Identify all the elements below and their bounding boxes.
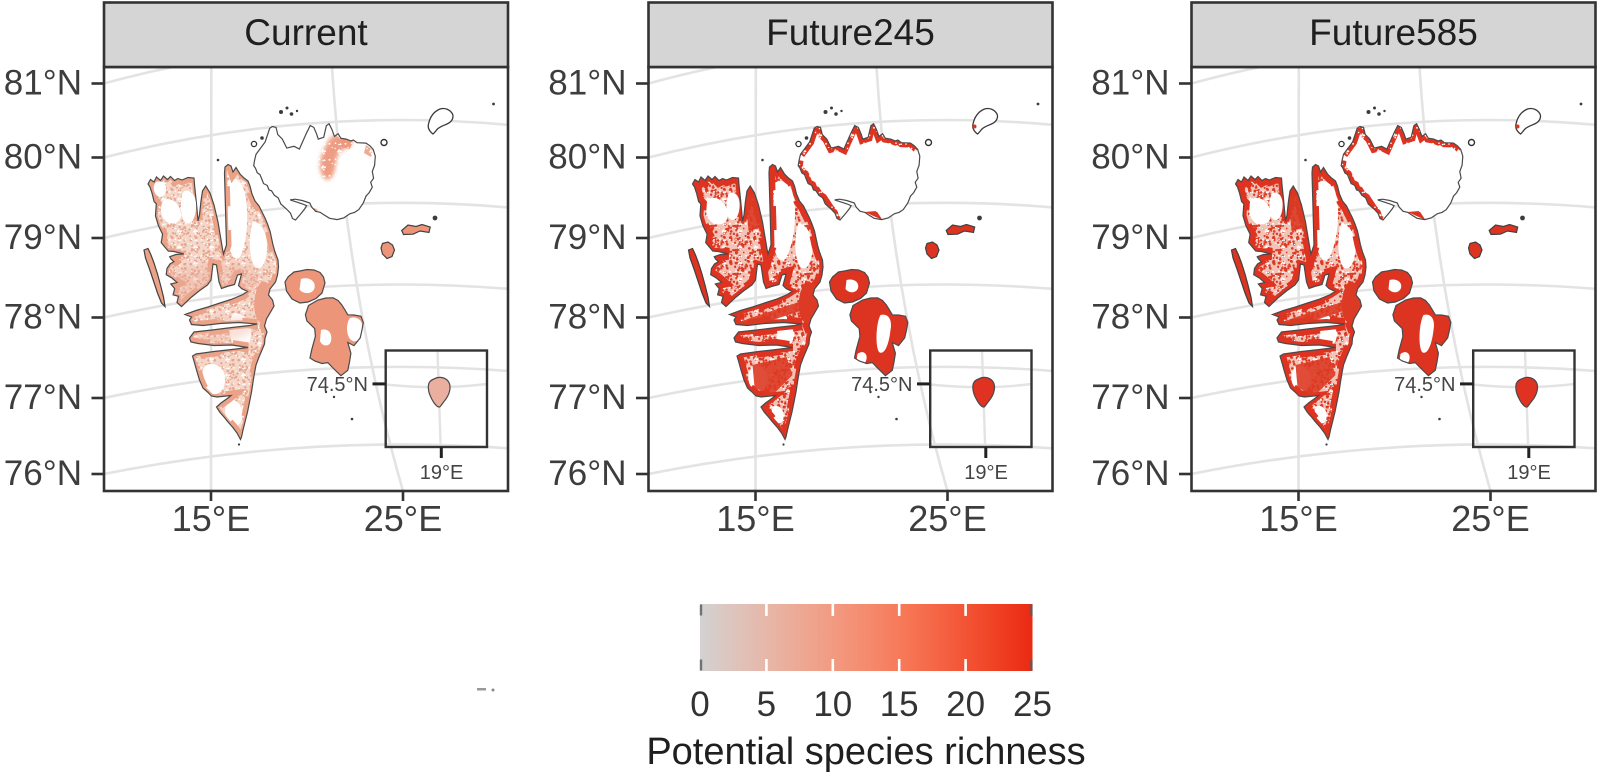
svg-text:77°N: 77°N bbox=[4, 378, 82, 417]
svg-text:79°N: 79°N bbox=[4, 218, 82, 257]
svg-text:74.5°N: 74.5°N bbox=[307, 374, 368, 396]
svg-text:15°E: 15°E bbox=[172, 498, 250, 539]
svg-text:Potential species richness: Potential species richness bbox=[646, 731, 1085, 773]
svg-text:15: 15 bbox=[880, 685, 919, 724]
svg-text:15°E: 15°E bbox=[716, 498, 794, 539]
svg-text:81°N: 81°N bbox=[1091, 64, 1169, 103]
svg-text:Current: Current bbox=[244, 12, 368, 53]
svg-text:Future245: Future245 bbox=[766, 12, 935, 53]
svg-text:80°N: 80°N bbox=[1091, 138, 1169, 177]
svg-text:80°N: 80°N bbox=[548, 138, 626, 177]
svg-text:25°E: 25°E bbox=[908, 498, 986, 539]
svg-text:79°N: 79°N bbox=[1091, 218, 1169, 257]
svg-text:Future585: Future585 bbox=[1309, 12, 1478, 53]
svg-text:78°N: 78°N bbox=[548, 298, 626, 337]
svg-text:20: 20 bbox=[946, 685, 985, 724]
svg-text:78°N: 78°N bbox=[4, 298, 82, 337]
svg-text:81°N: 81°N bbox=[548, 64, 626, 103]
svg-text:81°N: 81°N bbox=[4, 64, 82, 103]
svg-text:78°N: 78°N bbox=[1091, 298, 1169, 337]
svg-text:0: 0 bbox=[690, 685, 709, 724]
svg-text:19°E: 19°E bbox=[1507, 462, 1551, 484]
svg-text:10: 10 bbox=[813, 685, 852, 724]
svg-text:74.5°N: 74.5°N bbox=[1394, 374, 1455, 396]
svg-text:25: 25 bbox=[1013, 685, 1052, 724]
svg-text:80°N: 80°N bbox=[4, 138, 82, 177]
svg-text:15°E: 15°E bbox=[1259, 498, 1337, 539]
svg-text:19°E: 19°E bbox=[420, 462, 464, 484]
svg-text:76°N: 76°N bbox=[1091, 454, 1169, 493]
svg-text:25°E: 25°E bbox=[1451, 498, 1529, 539]
svg-text:77°N: 77°N bbox=[548, 378, 626, 417]
svg-text:79°N: 79°N bbox=[548, 218, 626, 257]
svg-text:76°N: 76°N bbox=[4, 454, 82, 493]
svg-text:25°E: 25°E bbox=[364, 498, 442, 539]
svg-text:74.5°N: 74.5°N bbox=[851, 374, 912, 396]
svg-text:19°E: 19°E bbox=[964, 462, 1008, 484]
svg-text:77°N: 77°N bbox=[1091, 378, 1169, 417]
svg-text:76°N: 76°N bbox=[548, 454, 626, 493]
svg-text:5: 5 bbox=[757, 685, 776, 724]
